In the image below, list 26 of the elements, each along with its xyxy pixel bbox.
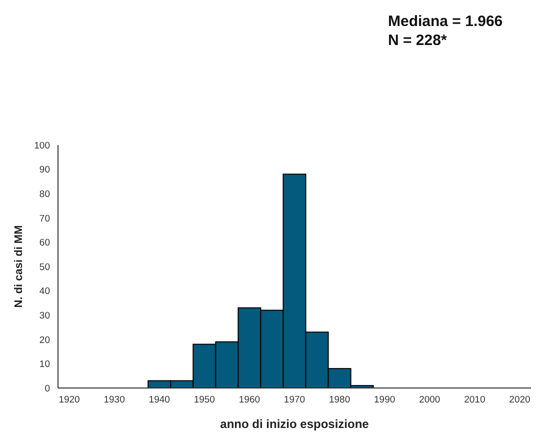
x-tick-label: 1940 (148, 394, 170, 406)
y-tick-label: 50 (39, 262, 50, 273)
y-tick-label: 90 (39, 164, 50, 176)
text: N = 228* (388, 31, 448, 50)
x-axis-title: anno di inizio esposizione (220, 417, 370, 431)
x-tick-label: 1990 (374, 394, 396, 406)
y-tick-label: 10 (39, 359, 50, 370)
y-tick-label: 100 (34, 140, 50, 152)
x-tick-label: 2020 (509, 394, 530, 406)
x-tick-label: 1950 (194, 394, 215, 406)
y-tick-label: 40 (39, 286, 50, 298)
y-tick-label: 80 (39, 188, 50, 200)
x-tick-label: 1970 (284, 394, 306, 406)
x-tick-label: 1920 (58, 394, 80, 406)
x-tick-label: 1930 (104, 394, 125, 406)
y-tick-label: 0 (44, 383, 50, 394)
y-tick-label: 60 (39, 238, 50, 249)
x-tick-label: 1960 (238, 394, 260, 406)
x-tick-label: 2000 (419, 394, 440, 406)
y-axis-title: N. di casi di MM (12, 225, 25, 308)
y-tick-label: 30 (39, 310, 50, 322)
y-tick-label: 70 (39, 213, 50, 224)
x-tick-label: 1980 (328, 394, 350, 406)
y-tick-label: 20 (39, 334, 50, 346)
text: Mediana = 1.966 (388, 12, 503, 31)
x-tick-label: 2010 (464, 394, 486, 406)
